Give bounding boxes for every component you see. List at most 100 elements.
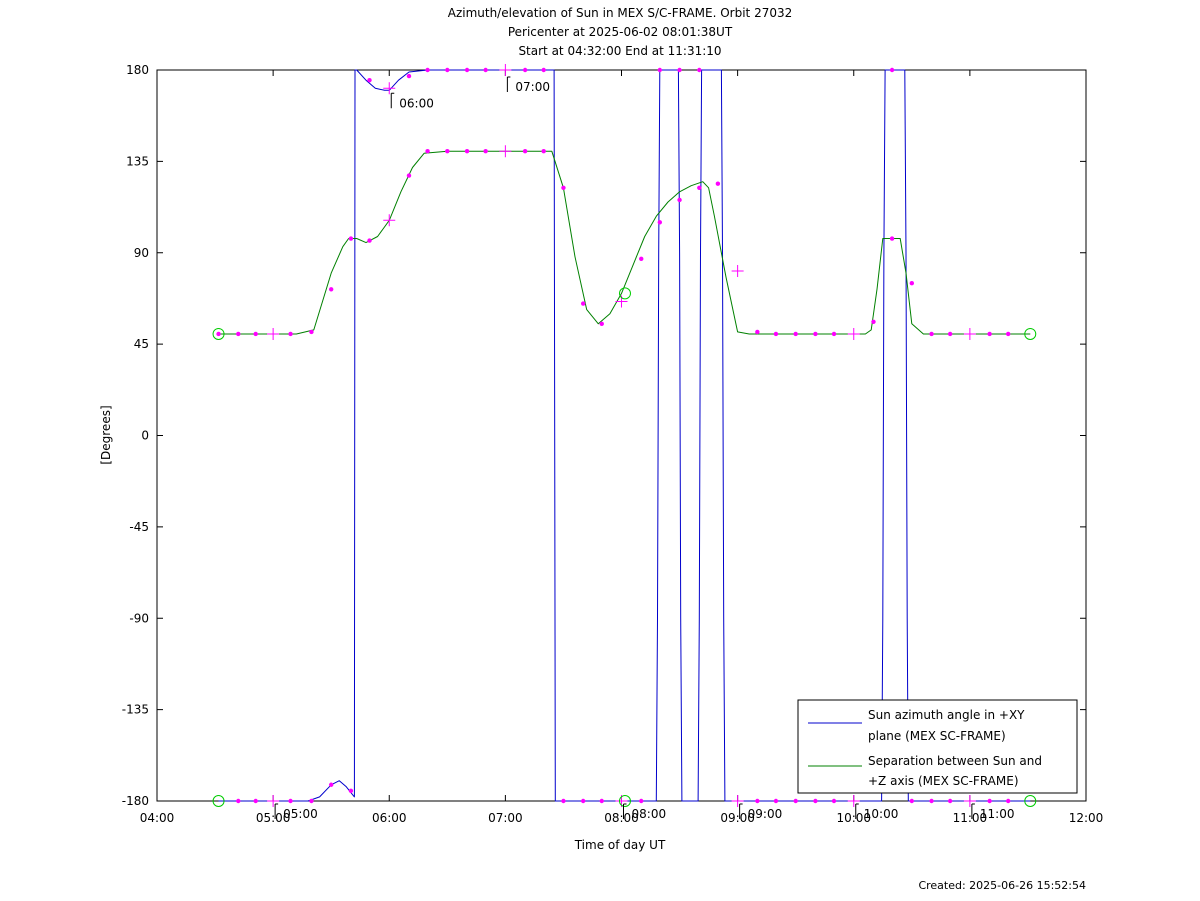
hour-plus-marker: [383, 82, 396, 95]
sample-dot-marker: [889, 67, 895, 73]
y-tick-label: 0: [141, 429, 149, 443]
sample-dot-marker: [697, 185, 702, 190]
sample-dot-marker: [755, 798, 760, 804]
sample-dot-marker: [483, 149, 488, 154]
hour-annotation-tick: [390, 92, 395, 109]
sample-dot-marker: [288, 798, 293, 804]
plot-frame: [156, 69, 1087, 802]
sample-dot-marker: [328, 287, 334, 292]
y-tick-label: -180: [122, 794, 149, 808]
hour-plus-marker: [267, 795, 280, 807]
sample-dot-marker: [483, 67, 488, 73]
sample-dot-marker: [715, 181, 721, 186]
hour-annotation-tick: [506, 76, 511, 93]
sample-dot-marker: [947, 331, 953, 337]
sample-dot-marker: [236, 798, 241, 804]
sample-dot-marker: [831, 331, 837, 337]
sample-dot-marker: [909, 281, 915, 286]
hour-plus-marker: [847, 795, 860, 807]
hour-plus-marker: [383, 214, 396, 227]
chart-title-line-2: Pericenter at 2025-06-02 08:01:38UT: [508, 25, 733, 39]
hour-annotation-tick: [623, 803, 627, 819]
y-tick-label: -135: [122, 703, 149, 717]
sample-dot-marker: [464, 149, 470, 154]
hour-annotation-label: 06:00: [399, 96, 434, 110]
sample-dot-marker: [831, 798, 837, 804]
sample-dot-marker: [793, 331, 798, 337]
hour-annotation-tick: [855, 803, 859, 819]
x-tick-label: 07:00: [488, 811, 523, 825]
hour-annotation-tick: [971, 803, 975, 819]
y-tick-label: 135: [126, 154, 149, 168]
sample-dot-marker: [639, 798, 644, 804]
hour-annotation-label: 07:00: [515, 80, 550, 94]
sample-dot-marker: [348, 236, 354, 241]
hour-plus-marker: [847, 327, 860, 340]
sample-dot-marker: [253, 798, 258, 804]
sample-dot-marker: [929, 331, 934, 337]
hour-annotation-label: 11:00: [980, 807, 1015, 821]
sample-dot-marker: [253, 331, 258, 337]
y-axis-label: [Degrees]: [99, 405, 113, 464]
sample-dot-marker: [445, 67, 450, 73]
endpoint-circle-marker: [212, 795, 225, 807]
sample-dot-marker: [947, 798, 953, 804]
x-tick-label: 04:00: [140, 811, 175, 825]
sample-dot-marker: [677, 197, 682, 203]
y-tick-label: 90: [134, 246, 149, 260]
hour-annotation-label: 10:00: [864, 807, 899, 821]
sample-dot-marker: [541, 149, 546, 154]
sample-dot-marker: [367, 77, 372, 83]
sample-dot-marker: [599, 321, 604, 327]
endpoint-circle-marker: [618, 795, 631, 807]
hour-annotation-tick: [739, 803, 743, 819]
sample-dot-marker: [889, 236, 895, 241]
hour-annotation-tick: [274, 803, 279, 819]
hour-annotation-label: 08:00: [632, 807, 667, 821]
sample-dot-marker: [813, 331, 818, 337]
sample-dot-marker: [657, 220, 663, 225]
x-tick-label: 09:00: [720, 811, 755, 825]
hour-plus-marker: [963, 795, 976, 807]
sample-dot-marker: [236, 331, 241, 337]
endpoint-circle-marker: [1024, 795, 1037, 807]
legend-box: [797, 699, 1078, 794]
hour-annotation-label: 05:00: [283, 807, 318, 821]
sample-dot-marker: [773, 331, 779, 337]
sample-dot-marker: [599, 798, 604, 804]
y-tick-label: -45: [129, 520, 149, 534]
sample-dot-marker: [793, 798, 798, 804]
sample-dot-marker: [425, 149, 430, 154]
sample-dot-marker: [773, 798, 779, 804]
sample-dot-marker: [871, 319, 876, 324]
hour-plus-marker: [499, 145, 512, 158]
sample-dot-marker: [697, 67, 702, 73]
hour-plus-marker: [731, 795, 744, 807]
series-line-azimuth: [218, 69, 1031, 802]
x-tick-label: 05:00: [256, 811, 291, 825]
sample-dot-marker: [1005, 331, 1011, 337]
sample-dot-marker: [1005, 798, 1011, 804]
sample-dot-marker: [348, 788, 354, 794]
created-timestamp: Created: 2025-06-26 15:52:54: [918, 879, 1086, 892]
sample-dot-marker: [580, 798, 586, 804]
x-tick-label: 06:00: [372, 811, 407, 825]
x-axis-label: Time of day UT: [574, 838, 666, 852]
sample-dot-marker: [987, 798, 992, 804]
sample-dot-marker: [561, 798, 566, 804]
sample-dot-marker: [406, 173, 412, 178]
sample-dot-marker: [309, 329, 314, 335]
hour-plus-marker: [731, 265, 744, 278]
x-tick-label: 12:00: [1069, 811, 1104, 825]
sample-dot-marker: [987, 331, 992, 337]
sample-dot-marker: [464, 67, 470, 73]
sample-dot-marker: [522, 67, 528, 73]
hour-plus-marker: [499, 64, 512, 76]
x-tick-label: 10:00: [836, 811, 871, 825]
hour-plus-marker: [963, 327, 976, 340]
legend-label-separation-line-2: +Z axis (MEX SC-FRAME): [868, 774, 1019, 788]
sample-dot-marker: [288, 331, 293, 337]
y-tick-label: 45: [134, 337, 149, 351]
sample-dot-marker: [541, 67, 546, 73]
legend: Sun azimuth angle in +XY plane (MEX SC-F…: [797, 699, 1078, 794]
